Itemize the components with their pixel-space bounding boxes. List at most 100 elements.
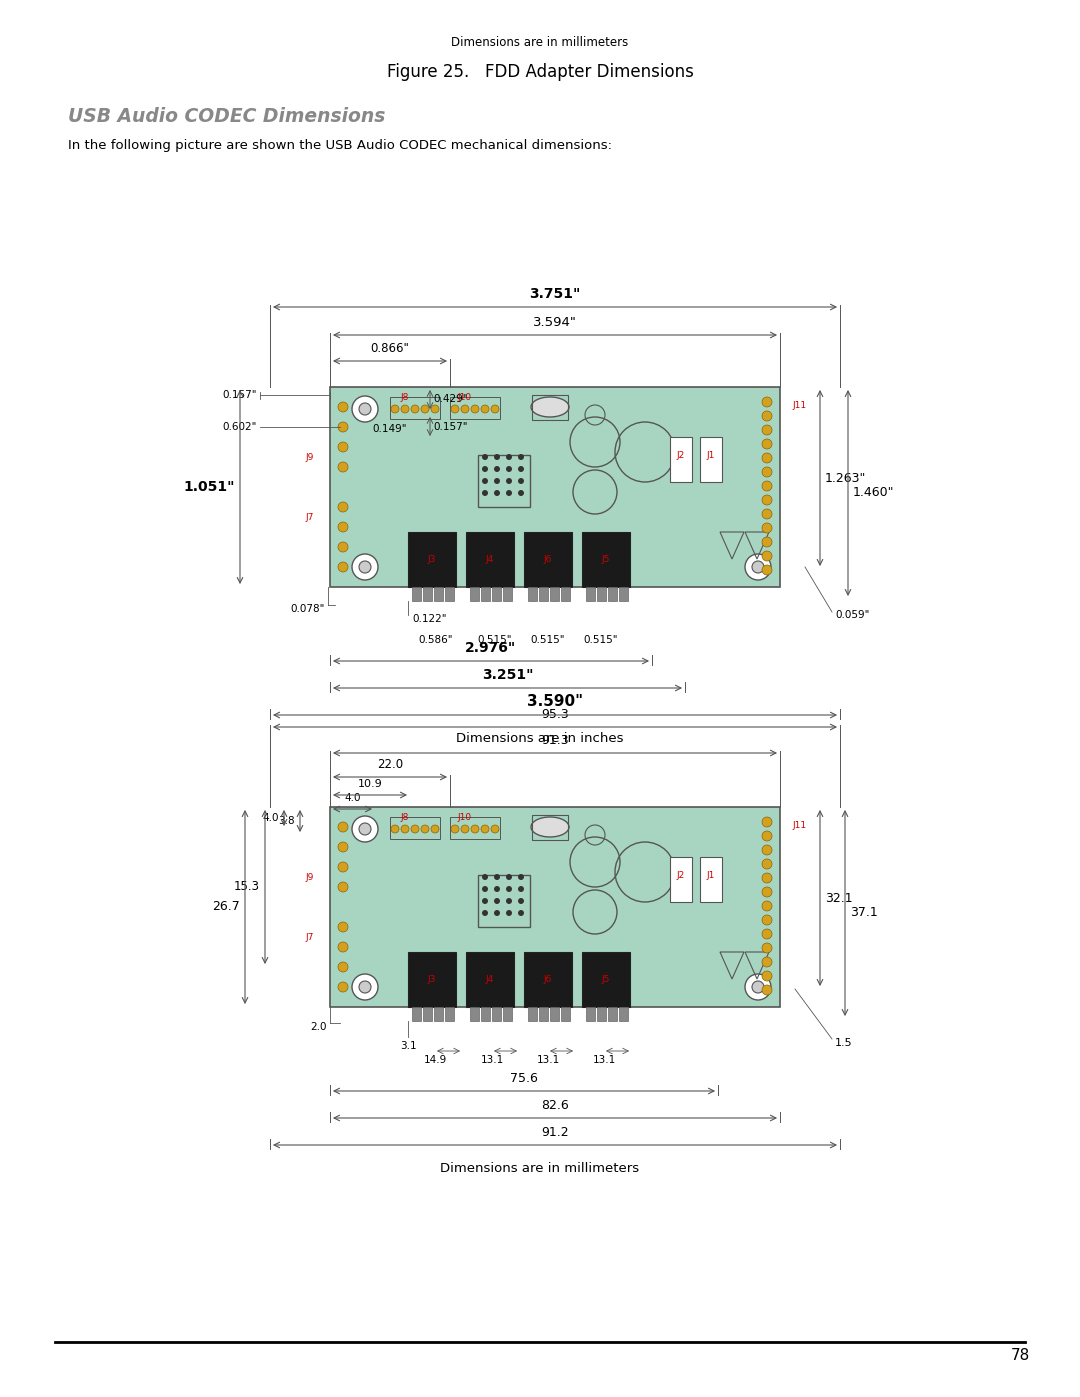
Text: J10: J10 — [458, 393, 472, 401]
Circle shape — [762, 467, 772, 476]
Bar — [524, 532, 572, 587]
Circle shape — [745, 974, 771, 1000]
Circle shape — [471, 826, 480, 833]
Text: 3.1: 3.1 — [400, 1041, 416, 1051]
Circle shape — [338, 882, 348, 893]
Circle shape — [518, 898, 524, 904]
Ellipse shape — [531, 817, 569, 837]
Bar — [597, 587, 606, 601]
Text: J6: J6 — [544, 975, 552, 985]
Text: 13.1: 13.1 — [537, 1055, 559, 1065]
Text: J7: J7 — [306, 513, 314, 521]
Bar — [524, 951, 572, 1007]
Text: 3.594": 3.594" — [534, 316, 577, 330]
Circle shape — [421, 405, 429, 414]
Circle shape — [338, 842, 348, 852]
Bar — [390, 817, 440, 840]
Circle shape — [338, 922, 348, 932]
Text: J11: J11 — [793, 820, 807, 830]
Circle shape — [494, 467, 500, 472]
Text: J10: J10 — [458, 813, 472, 821]
Text: 3.590": 3.590" — [527, 694, 583, 710]
Circle shape — [762, 564, 772, 576]
Circle shape — [762, 453, 772, 462]
Text: 0.149": 0.149" — [372, 425, 406, 434]
Text: 91.3: 91.3 — [541, 733, 569, 747]
Text: 13.1: 13.1 — [592, 1055, 616, 1065]
Bar — [532, 814, 568, 840]
Text: J1: J1 — [706, 450, 715, 460]
Circle shape — [482, 478, 488, 483]
Circle shape — [507, 490, 512, 496]
Circle shape — [762, 509, 772, 520]
Text: J2: J2 — [677, 870, 685, 880]
Bar — [608, 1007, 617, 1021]
Circle shape — [762, 915, 772, 925]
Bar — [450, 397, 500, 419]
Circle shape — [421, 826, 429, 833]
Bar — [423, 587, 432, 601]
Circle shape — [461, 405, 469, 414]
Text: J2: J2 — [677, 450, 685, 460]
Circle shape — [762, 971, 772, 981]
Circle shape — [507, 909, 512, 916]
Bar — [582, 951, 630, 1007]
Text: 3.251": 3.251" — [482, 668, 534, 682]
Text: USB Audio CODEC Dimensions: USB Audio CODEC Dimensions — [68, 108, 386, 127]
Text: 0.866": 0.866" — [370, 342, 409, 355]
Text: Dimensions are in inches: Dimensions are in inches — [456, 732, 624, 746]
Bar — [670, 437, 692, 482]
Circle shape — [494, 478, 500, 483]
Text: 14.9: 14.9 — [423, 1055, 447, 1065]
Circle shape — [338, 862, 348, 872]
Circle shape — [451, 405, 459, 414]
Circle shape — [745, 555, 771, 580]
Circle shape — [494, 886, 500, 893]
Bar — [670, 856, 692, 902]
Text: 0.157": 0.157" — [433, 422, 468, 432]
Circle shape — [494, 875, 500, 880]
Text: 95.3: 95.3 — [541, 708, 569, 721]
Circle shape — [401, 826, 409, 833]
Circle shape — [338, 982, 348, 992]
Circle shape — [762, 985, 772, 995]
Text: 0.078": 0.078" — [291, 604, 325, 615]
Text: J3: J3 — [428, 975, 436, 985]
Circle shape — [762, 536, 772, 548]
Text: Dimensions are in millimeters: Dimensions are in millimeters — [451, 35, 629, 49]
Circle shape — [752, 562, 764, 573]
Bar — [465, 951, 514, 1007]
Text: 37.1: 37.1 — [850, 907, 878, 919]
Circle shape — [494, 490, 500, 496]
Circle shape — [507, 478, 512, 483]
Bar — [586, 1007, 595, 1021]
Circle shape — [518, 490, 524, 496]
Bar — [528, 1007, 537, 1021]
Circle shape — [352, 816, 378, 842]
Circle shape — [491, 826, 499, 833]
Bar — [411, 1007, 421, 1021]
Text: 4.0: 4.0 — [345, 793, 361, 803]
Bar — [450, 817, 500, 840]
Circle shape — [762, 550, 772, 562]
Circle shape — [482, 875, 488, 880]
Circle shape — [482, 909, 488, 916]
Bar — [492, 1007, 501, 1021]
Circle shape — [482, 886, 488, 893]
Text: J5: J5 — [602, 556, 610, 564]
Bar — [411, 587, 421, 601]
Text: 32.1: 32.1 — [825, 891, 852, 904]
Circle shape — [762, 425, 772, 434]
Circle shape — [507, 467, 512, 472]
Text: J9: J9 — [306, 453, 314, 461]
Circle shape — [338, 462, 348, 472]
Circle shape — [359, 823, 372, 835]
Circle shape — [762, 845, 772, 855]
Bar — [503, 1007, 512, 1021]
Text: 0.602": 0.602" — [222, 422, 257, 432]
Circle shape — [518, 909, 524, 916]
Circle shape — [338, 963, 348, 972]
Circle shape — [507, 875, 512, 880]
Circle shape — [451, 826, 459, 833]
Text: J4: J4 — [486, 556, 495, 564]
